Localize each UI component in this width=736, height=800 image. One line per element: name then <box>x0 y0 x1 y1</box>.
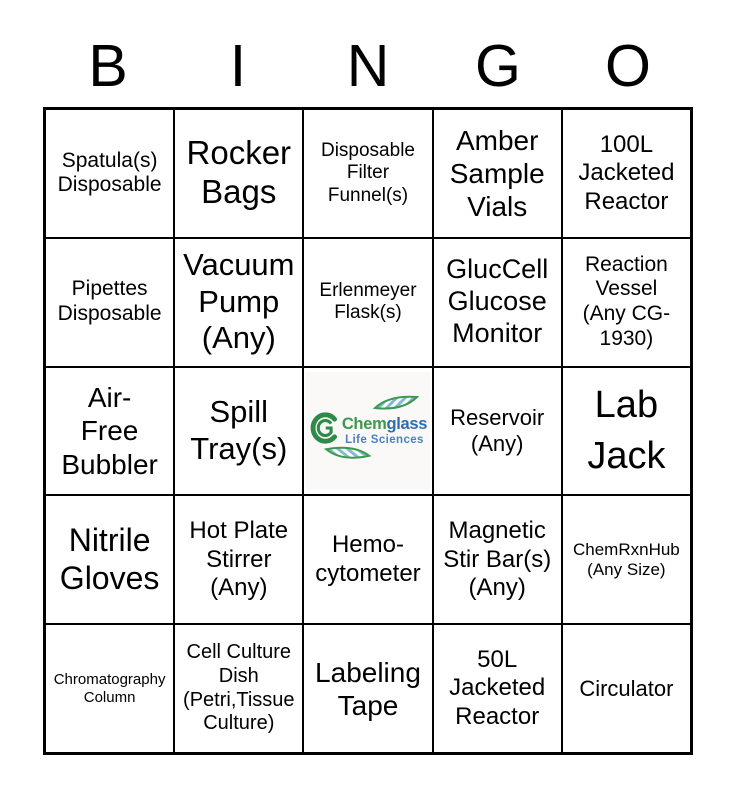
bingo-grid: Spatula(s) Disposable Rocker Bags Dispos… <box>43 107 693 755</box>
cell-label: 100L Jacketed Reactor <box>578 130 675 215</box>
striped-leaf-icon <box>323 442 372 470</box>
bingo-cell[interactable]: Spill Tray(s) <box>174 366 304 496</box>
cell-label: Nitrile Gloves <box>59 522 160 596</box>
cell-label: Spill Tray(s) <box>190 394 288 466</box>
bingo-cell[interactable]: Circulator <box>561 624 691 753</box>
bingo-cell[interactable]: Reservoir (Any) <box>432 366 562 496</box>
bingo-cell[interactable]: 100L Jacketed Reactor <box>561 109 691 238</box>
cell-label: Hemo- cytometer <box>315 531 421 587</box>
bingo-cell[interactable]: Spatula(s) Disposable <box>45 109 175 238</box>
striped-leaf-icon <box>372 394 420 417</box>
cell-label: Air- Free Bubbler <box>61 382 158 480</box>
bingo-letter-o: O <box>605 33 651 99</box>
bingo-cell[interactable]: Rocker Bags <box>174 109 304 238</box>
bingo-cell[interactable]: Labeling Tape <box>303 624 433 753</box>
bingo-cell[interactable]: Reaction Vessel (Any CG- 1930) <box>561 237 691 367</box>
cell-label: Pipettes Disposable <box>57 277 162 326</box>
bingo-cell[interactable]: Amber Sample Vials <box>432 109 562 238</box>
bingo-letter-b: B <box>88 33 128 99</box>
cell-label: Chromatography Column <box>53 670 166 706</box>
cell-label: Circulator <box>579 675 674 701</box>
free-space-logo-cell[interactable]: Chemglass Life Sciences <box>303 366 433 496</box>
bingo-cell[interactable]: Disposable Filter Funnel(s) <box>303 109 433 238</box>
bingo-cell[interactable]: Vacuum Pump (Any) <box>174 237 304 367</box>
cell-label: Disposable Filter Funnel(s) <box>320 139 415 206</box>
cell-label: Magnetic Stir Bar(s) (Any) <box>443 517 552 601</box>
bingo-cell[interactable]: Magnetic Stir Bar(s) (Any) <box>432 495 562 625</box>
cell-label: Reaction Vessel (Any CG- 1930) <box>582 252 671 350</box>
cell-label: Labeling Tape <box>315 656 421 721</box>
logo-brand-text: Chemglass <box>341 415 428 434</box>
bingo-letter-n: N <box>346 33 390 99</box>
logo-subtitle-text: Life Sciences <box>345 433 424 446</box>
cell-label: Cell Culture Dish (Petri,Tissue Culture) <box>183 641 295 735</box>
cell-label: GlucCell Glucose Monitor <box>446 254 549 349</box>
bingo-cell[interactable]: Air- Free Bubbler <box>45 366 175 496</box>
cg-monogram-icon <box>309 412 339 449</box>
bingo-letter-i: I <box>229 33 247 99</box>
bingo-cell[interactable]: ChemRxnHub (Any Size) <box>561 495 691 625</box>
bingo-cell[interactable]: GlucCell Glucose Monitor <box>432 237 562 367</box>
cell-label: ChemRxnHub (Any Size) <box>573 539 680 579</box>
cell-label: Lab Jack <box>587 383 666 477</box>
bingo-cell[interactable]: 50L Jacketed Reactor <box>432 624 562 753</box>
bingo-cell[interactable]: Hot Plate Stirrer (Any) <box>174 495 304 625</box>
cell-label: Amber Sample Vials <box>449 124 545 222</box>
cell-label: Rocker Bags <box>186 134 292 211</box>
cell-label: Erlenmeyer Flask(s) <box>319 279 417 324</box>
cell-label: Hot Plate Stirrer (Any) <box>189 517 289 601</box>
bingo-cell[interactable]: Chromatography Column <box>45 624 175 753</box>
bingo-cell[interactable]: Erlenmeyer Flask(s) <box>303 237 433 367</box>
bingo-cell[interactable]: Nitrile Gloves <box>45 495 175 625</box>
bingo-letter-g: G <box>475 33 521 99</box>
bingo-cell[interactable]: Hemo- cytometer <box>303 495 433 625</box>
bingo-cell[interactable]: Lab Jack <box>561 366 691 496</box>
bingo-title: B I N G O <box>43 34 693 98</box>
cell-label: Reservoir (Any) <box>450 405 545 456</box>
bingo-cell[interactable]: Pipettes Disposable <box>45 237 175 367</box>
cell-label: Vacuum Pump (Any) <box>183 247 295 356</box>
cell-label: 50L Jacketed Reactor <box>449 646 546 730</box>
bingo-cell[interactable]: Cell Culture Dish (Petri,Tissue Culture) <box>174 624 304 753</box>
cell-label: Spatula(s) Disposable <box>57 148 162 197</box>
chemglass-logo: Chemglass Life Sciences <box>306 371 430 490</box>
